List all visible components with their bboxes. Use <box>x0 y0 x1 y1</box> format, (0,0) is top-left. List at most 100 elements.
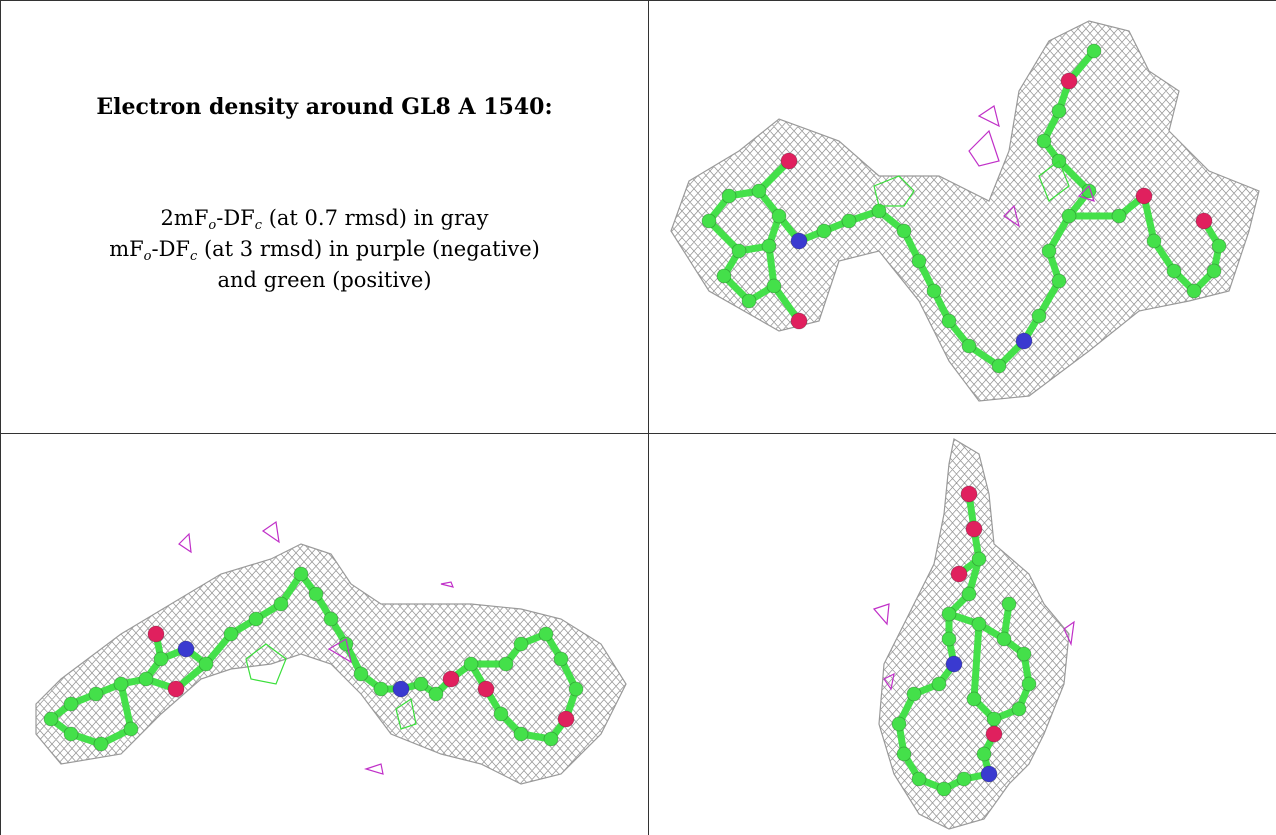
bond <box>117 680 135 733</box>
density-view-bottom-right <box>649 434 1276 835</box>
carbon-atom <box>701 213 717 229</box>
carbon-atom <box>816 223 832 239</box>
positive-density-blob <box>1038 160 1070 202</box>
carbon-atom <box>308 586 324 602</box>
nitrogen-atom <box>1015 332 1033 350</box>
caption-cell: Electron density around GL8 A 1540: 2mFo… <box>1 1 648 433</box>
carbon-atom <box>841 213 857 229</box>
carbon-atom <box>493 706 509 722</box>
table-divider-horizontal <box>0 433 1276 434</box>
carbon-atom <box>63 696 79 712</box>
carbon-atom <box>1061 208 1077 224</box>
carbon-atom <box>123 721 139 737</box>
carbon-atom <box>986 711 1002 727</box>
density-mesh-2fo-dfc-hatch <box>879 439 1069 829</box>
oxygen-atom <box>557 710 575 728</box>
carbon-atom <box>513 726 529 742</box>
carbon-atom <box>906 686 922 702</box>
nitrogen-atom <box>945 655 963 673</box>
carbon-atom <box>896 223 912 239</box>
carbon-atom <box>961 586 977 602</box>
carbon-atom <box>463 656 479 672</box>
carbon-atom <box>223 626 239 642</box>
ligand-atoms <box>43 566 584 752</box>
table-divider-vertical <box>648 0 649 835</box>
carbon-atom <box>896 746 912 762</box>
carbon-atom <box>248 611 264 627</box>
oxygen-atom <box>1195 212 1213 230</box>
carbon-atom <box>273 596 289 612</box>
carbon-atom <box>413 676 429 692</box>
negative-density-blob <box>1077 184 1095 202</box>
carbon-atom <box>931 676 947 692</box>
positive-density-blob <box>395 698 417 730</box>
nitrogen-atom <box>392 680 410 698</box>
oxygen-atom <box>790 312 808 330</box>
carbon-atom <box>138 671 154 687</box>
carbon-atom <box>538 626 554 642</box>
negative-density-blob <box>977 105 1000 128</box>
density-view-bottom-left-svg <box>35 520 627 785</box>
carbon-atom <box>751 183 767 199</box>
bond <box>970 620 983 703</box>
ligand-atoms <box>891 485 1037 797</box>
carbon-atom <box>956 771 972 787</box>
oxygen-atom <box>985 725 1003 743</box>
oxygen-atom <box>950 565 968 583</box>
negative-density-blob <box>363 763 384 775</box>
positive-density-blob <box>873 175 915 207</box>
negative-density-blob <box>968 129 1000 167</box>
ligand-atoms <box>701 43 1227 374</box>
carbon-atom <box>1186 283 1202 299</box>
carbon-atom <box>771 208 787 224</box>
table-border-top <box>0 0 1276 1</box>
negative-density-blob <box>1063 620 1075 647</box>
oxygen-atom <box>1135 187 1153 205</box>
carbon-atom <box>936 781 952 797</box>
oxygen-atom <box>167 680 185 698</box>
carbon-atom <box>543 731 559 747</box>
carbon-atom <box>88 686 104 702</box>
carbon-atom <box>716 268 732 284</box>
carbon-atom <box>1086 43 1102 59</box>
carbon-atom <box>1021 676 1037 692</box>
carbon-atom <box>971 616 987 632</box>
legend-line-positive: and green (positive) <box>217 268 432 292</box>
carbon-atom <box>766 278 782 294</box>
negative-density-blob <box>261 520 280 544</box>
carbon-atom <box>941 606 957 622</box>
oxygen-atom <box>780 152 798 170</box>
carbon-atom <box>1051 273 1067 289</box>
carbon-atom <box>553 651 569 667</box>
legend-line-fo-dfc: mFo-DFc (at 3 rmsd) in purple (negative) <box>109 237 540 264</box>
carbon-atom <box>113 676 129 692</box>
oxygen-atom <box>477 680 495 698</box>
carbon-atom <box>991 358 1007 374</box>
carbon-atom <box>1016 646 1032 662</box>
carbon-atom <box>1036 133 1052 149</box>
carbon-atom <box>498 656 514 672</box>
carbon-atom <box>926 283 942 299</box>
carbon-atom <box>961 338 977 354</box>
carbon-atom <box>941 313 957 329</box>
oxygen-atom <box>960 485 978 503</box>
caption-legend: 2mFo-DFc (at 0.7 rmsd) in gray mFo-DFc (… <box>1 203 648 296</box>
nitrogen-atom <box>177 640 195 658</box>
table-border-left <box>0 0 1 835</box>
carbon-atom <box>153 651 169 667</box>
carbon-atom <box>1166 263 1182 279</box>
bond <box>705 217 743 255</box>
density-mesh-2fo-dfc-hatch <box>671 21 1259 401</box>
carbon-atom <box>966 691 982 707</box>
negative-density-blob <box>883 672 895 691</box>
carbon-atom <box>293 566 309 582</box>
oxygen-atom <box>965 520 983 538</box>
density-view-top-right <box>649 1 1276 433</box>
legend-line-2fo-dfc: 2mFo-DFc (at 0.7 rmsd) in gray <box>160 206 489 233</box>
carbon-atom <box>43 711 59 727</box>
carbon-atom <box>911 253 927 269</box>
carbon-atom <box>1081 183 1097 199</box>
caption-title: Electron density around GL8 A 1540: <box>96 94 553 120</box>
oxygen-atom <box>442 670 460 688</box>
nitrogen-atom <box>980 765 998 783</box>
